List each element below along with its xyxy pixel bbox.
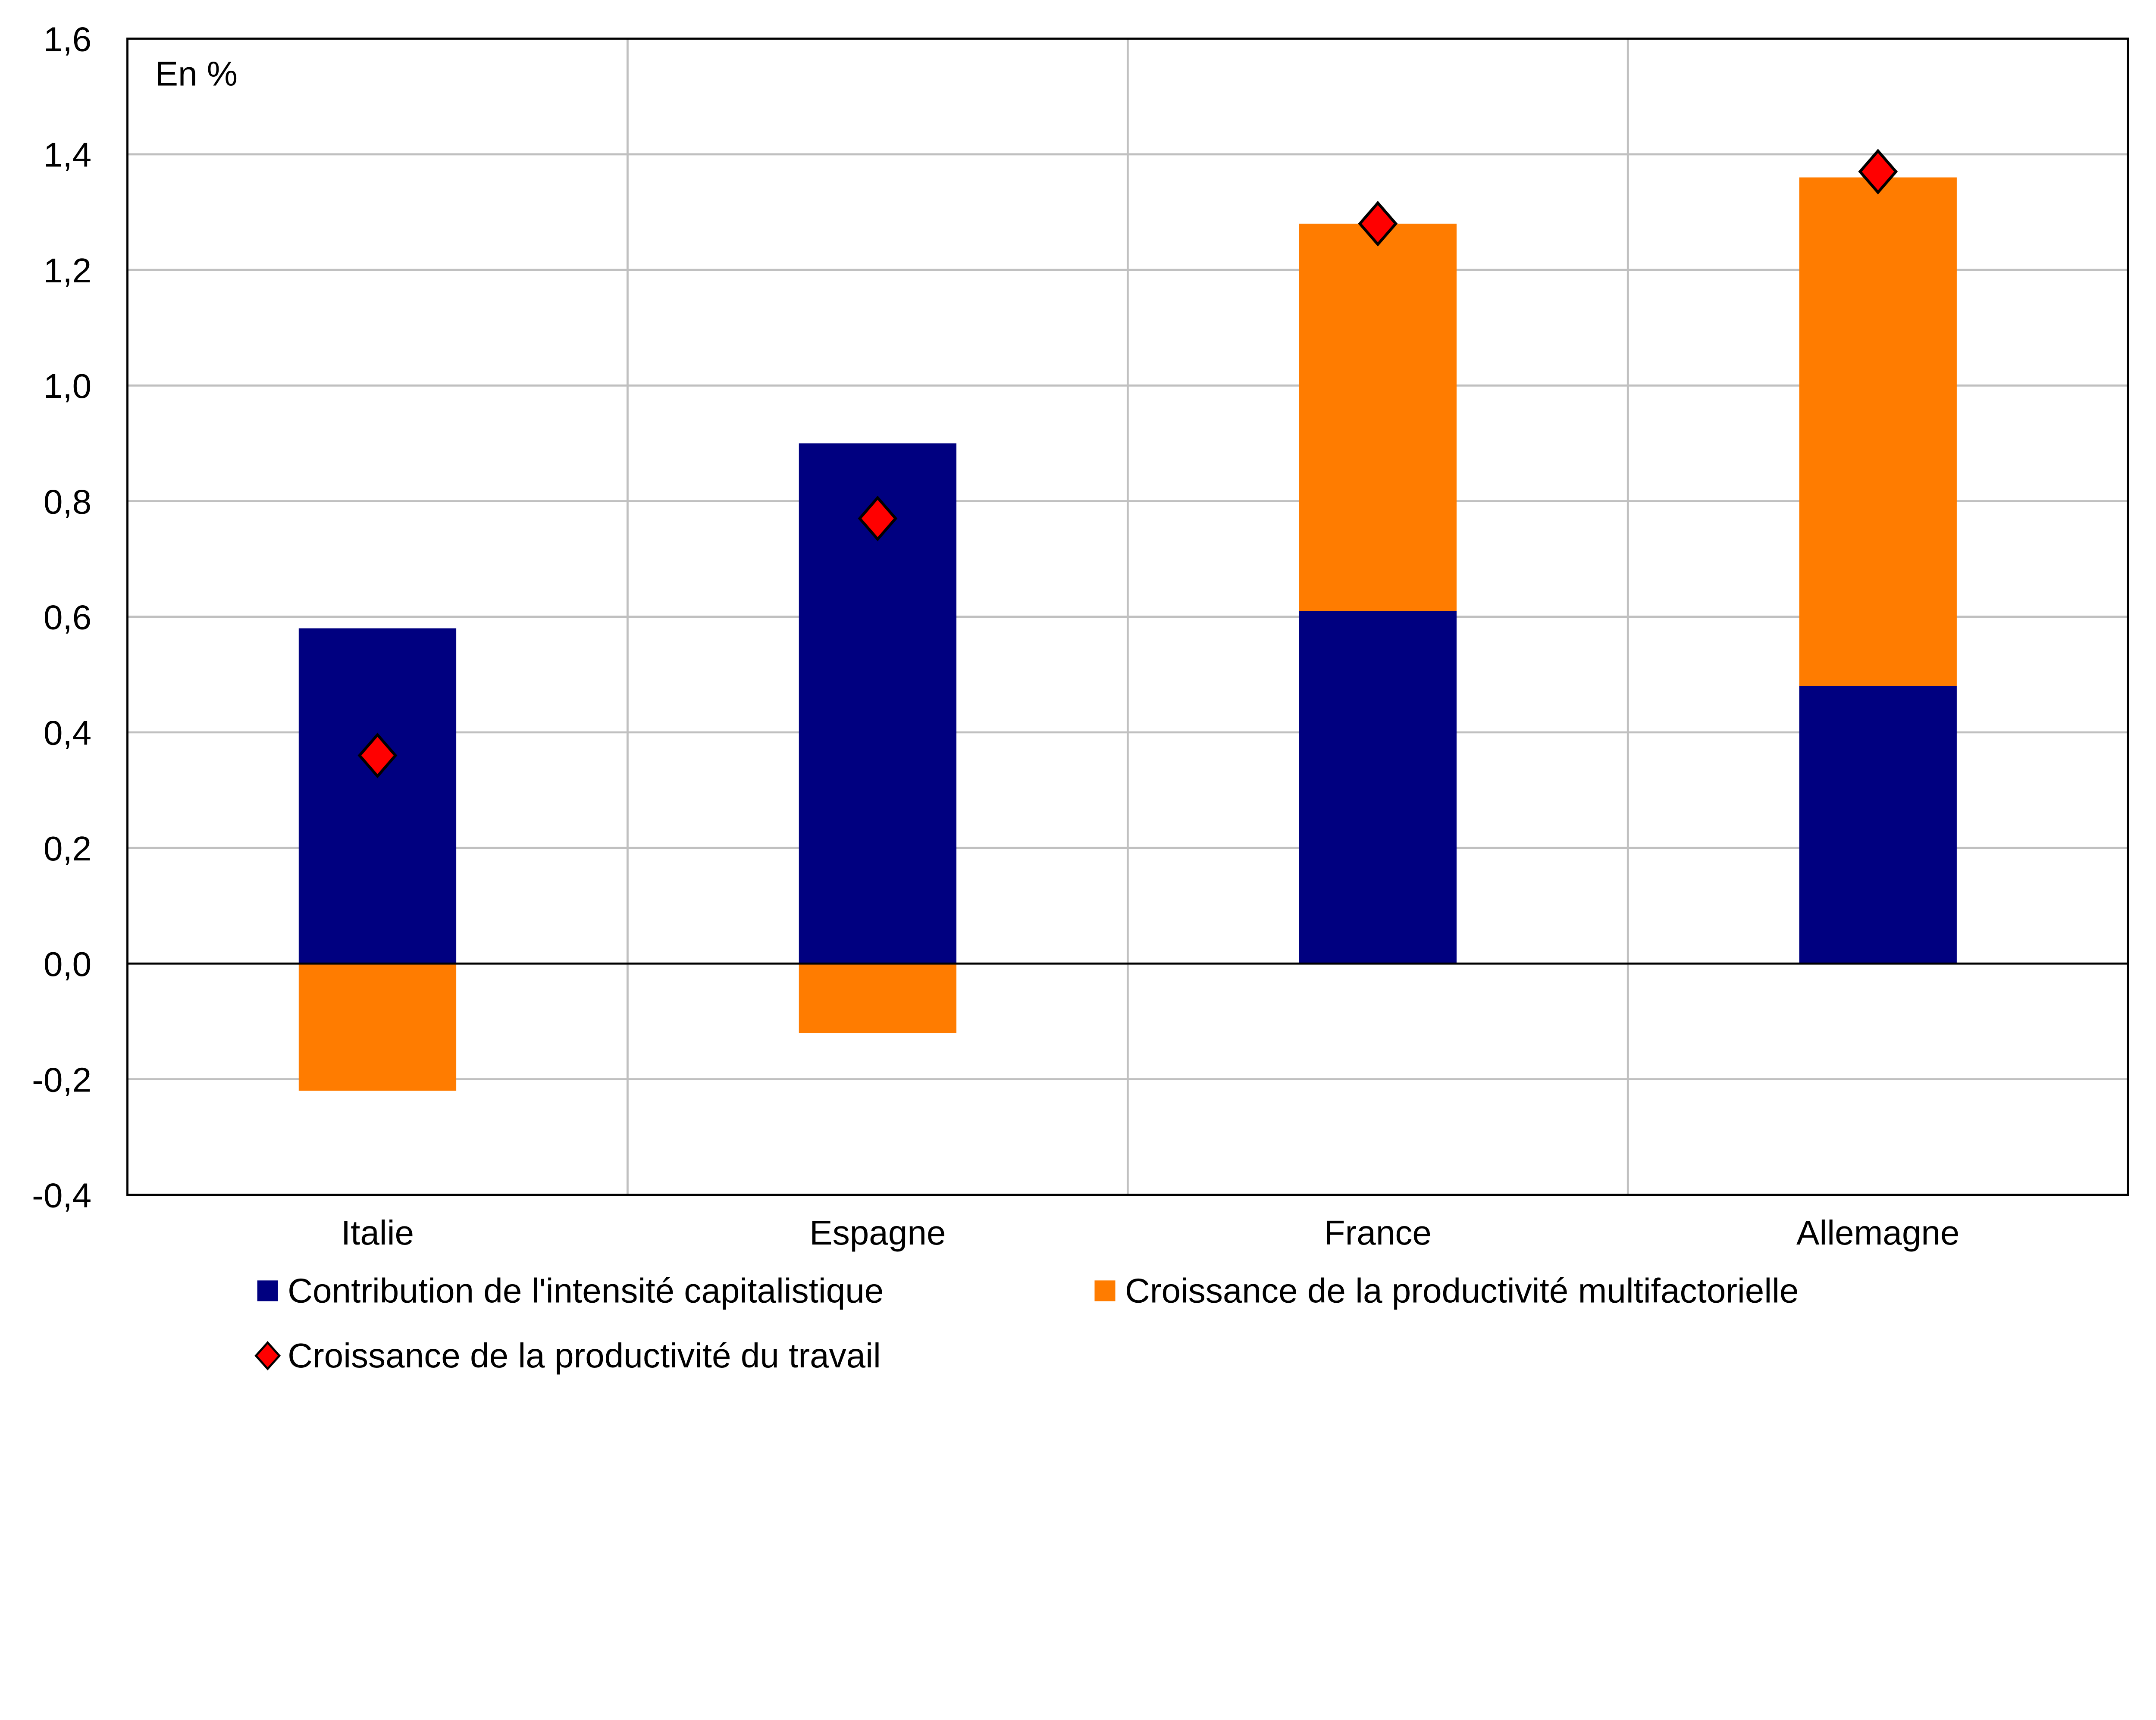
x-tick-label: Allemagne — [1796, 1213, 1959, 1252]
bar — [298, 628, 457, 964]
y-tick-label: 0,6 — [44, 598, 91, 637]
legend-swatch — [257, 1280, 278, 1301]
unit-label: En % — [155, 54, 238, 93]
bar — [1299, 223, 1457, 611]
x-tick-label: Espagne — [809, 1213, 946, 1252]
axes: -0,4 -0,2 0,0 0,2 0,4 0,6 0,8 1,0 1,2 1,4 1,6 Itali… — [32, 20, 2129, 1252]
x-tick-label: France — [1324, 1213, 1432, 1252]
bar — [1299, 611, 1457, 964]
bar — [1799, 686, 1957, 964]
legend-label: Croissance de la productivité multifacto… — [1125, 1271, 1799, 1310]
legend: Contribution de l'intensité capitalistiq… — [254, 1271, 1799, 1375]
diamond-marker — [1858, 149, 1898, 195]
y-tick-label: 0,0 — [44, 944, 91, 983]
diamond-marker — [357, 732, 398, 779]
legend-label: Contribution de l'intensité capitalistiq… — [288, 1271, 884, 1310]
markers — [357, 149, 1898, 779]
diamond-marker — [1358, 200, 1398, 247]
y-tick-label: 1,4 — [44, 135, 91, 174]
chart: -0,4 -0,2 0,0 0,2 0,4 0,6 0,8 1,0 1,2 1,4 1,6 Itali… — [32, 20, 2129, 1375]
legend-swatch — [1094, 1280, 1116, 1301]
y-tick-label: 1,0 — [44, 366, 91, 405]
bar — [1799, 177, 1957, 686]
y-tick-label: 1,6 — [44, 20, 91, 59]
y-tick-label: 1,2 — [44, 251, 91, 290]
plot-frame — [126, 38, 2129, 1196]
y-tick-label: 0,2 — [44, 829, 91, 868]
diamond-marker — [858, 495, 898, 541]
bar — [799, 963, 957, 1033]
y-tick-label: -0,4 — [32, 1176, 91, 1215]
y-tick-label: 0,8 — [44, 482, 91, 521]
y-tick-label: 0,4 — [44, 713, 91, 752]
y-tick-label: -0,2 — [32, 1060, 91, 1099]
x-tick-label: Italie — [341, 1213, 414, 1252]
legend-label: Croissance de la productivité du travail — [288, 1336, 881, 1375]
bar — [298, 963, 457, 1091]
legend-diamond-icon — [254, 1341, 281, 1371]
bars — [298, 177, 1957, 1091]
